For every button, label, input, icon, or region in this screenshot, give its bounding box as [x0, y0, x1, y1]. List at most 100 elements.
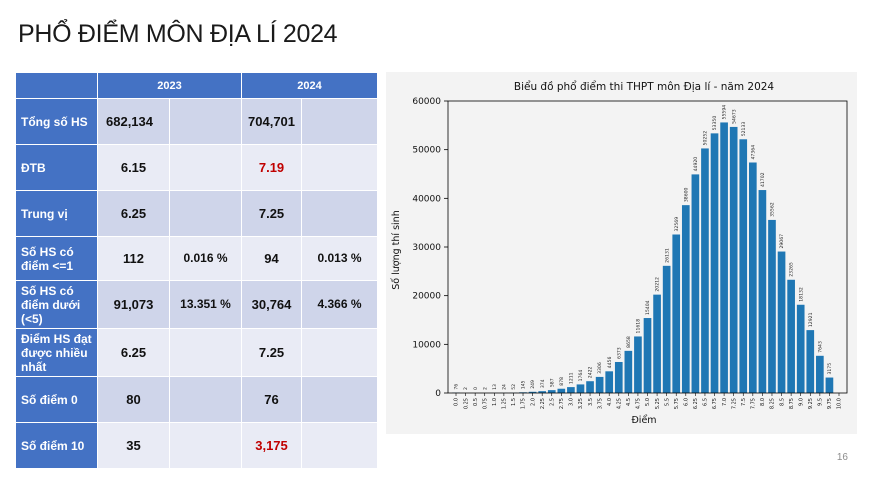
bar-value-label: 8658	[626, 336, 632, 348]
bar-value-label: 26131	[664, 248, 670, 263]
bar	[806, 330, 815, 393]
bar-value-label: 2	[463, 387, 469, 390]
x-tick-label: 2.5	[549, 398, 555, 406]
bar	[739, 139, 748, 393]
value-2024: 30,764	[241, 280, 303, 329]
x-tick-label: 9.0	[798, 398, 804, 406]
bar-value-label: 35562	[770, 202, 776, 217]
bar-value-label: 52	[511, 384, 517, 390]
bar	[634, 336, 642, 393]
row-label: ĐTB	[15, 144, 98, 191]
bar-value-label: 55594	[722, 105, 728, 120]
bar-value-label: 54673	[731, 109, 737, 124]
value-2023: 6.25	[97, 328, 170, 377]
stats-table: 2023 2024 Tổng số HS 682,134 704,701 ĐTB…	[15, 72, 379, 469]
x-axis-label: Điểm	[631, 415, 656, 426]
x-tick-label: 4.0	[607, 398, 613, 406]
y-tick-label: 50000	[412, 146, 441, 156]
bar	[614, 361, 623, 393]
percent-2024	[301, 144, 379, 191]
bar	[691, 174, 700, 393]
percent-2023	[168, 144, 243, 191]
x-tick-label: 6.0	[684, 398, 690, 406]
x-tick-label: 5.0	[645, 398, 651, 406]
table-row: ĐTB 6.15 7.19	[15, 144, 379, 191]
table-corner	[15, 72, 98, 99]
x-tick-label: 7.0	[722, 398, 728, 406]
bar-value-label: 1764	[578, 370, 584, 382]
x-tick-label: 9.5	[818, 398, 824, 406]
x-tick-label: 10.0	[837, 398, 843, 409]
value-2024: 7.19	[241, 144, 303, 191]
bar-value-label: 0	[473, 387, 479, 390]
x-tick-label: 3.0	[569, 398, 575, 406]
bar-value-label: 249	[530, 380, 536, 389]
bar-value-label: 6373	[616, 347, 622, 359]
score-distribution-chart: Biểu đồ phổ điểm thi THPT môn Địa lí - n…	[386, 72, 857, 434]
row-label: Tổng số HS	[15, 98, 98, 145]
x-tick-label: 0.75	[482, 398, 488, 409]
bar	[681, 205, 690, 393]
table-row: Trung vị 6.25 7.25	[15, 190, 379, 237]
slide-title: PHỔ ĐIỂM MÔN ĐỊA LÍ 2024	[18, 20, 338, 48]
y-tick-label: 20000	[412, 292, 441, 302]
bar	[586, 381, 594, 393]
value-2024: 76	[241, 376, 303, 423]
bar-value-label: 53350	[712, 116, 718, 131]
chart-title: Biểu đồ phổ điểm thi THPT môn Địa lí - n…	[514, 80, 775, 93]
bar	[567, 387, 575, 393]
x-tick-label: 2.0	[530, 398, 536, 406]
x-tick-label: 9.25	[808, 398, 814, 409]
bar-value-label: 47364	[750, 145, 756, 160]
bar	[576, 384, 585, 393]
bar-value-label: 587	[549, 378, 555, 387]
bar	[701, 148, 709, 393]
value-2024: 7.25	[241, 328, 303, 377]
bar-value-label: 11618	[636, 319, 642, 334]
bar-value-label: 2	[482, 387, 488, 390]
y-tick-label: 60000	[412, 97, 441, 107]
bar-value-label: 23265	[789, 262, 795, 277]
value-2023: 112	[97, 236, 170, 281]
bar-value-label: 3306	[597, 362, 603, 374]
page-number: 16	[836, 452, 848, 463]
column-header-2023: 2023	[96, 72, 243, 99]
bar	[595, 376, 604, 393]
bar	[662, 265, 671, 393]
x-tick-label: 4.5	[626, 398, 632, 406]
table-header-row: 2023 2024	[15, 72, 379, 99]
x-tick-label: 8.75	[789, 398, 795, 409]
x-tick-label: 5.25	[655, 398, 661, 409]
table-row: Số điểm 10 35 3,175	[15, 422, 379, 469]
x-tick-label: 6.5	[703, 398, 709, 406]
bar	[605, 371, 614, 393]
x-tick-label: 9.75	[827, 398, 833, 409]
percent-2023	[168, 376, 243, 423]
bar	[538, 391, 547, 393]
bar	[624, 350, 633, 393]
x-tick-label: 7.5	[741, 398, 747, 406]
bar	[787, 279, 795, 393]
bar-value-label: 3175	[827, 363, 833, 375]
bar	[672, 234, 681, 393]
bar-value-label: 12921	[808, 312, 814, 327]
bar	[796, 304, 805, 393]
bar	[557, 388, 566, 393]
table-row: Số điểm 0 80 76	[15, 376, 379, 423]
bar-value-label: 4456	[607, 357, 613, 369]
bar	[768, 219, 776, 393]
x-tick-label: 1.0	[492, 398, 498, 406]
x-tick-label: 4.75	[636, 398, 642, 409]
value-2024: 3,175	[241, 422, 303, 469]
y-axis-label: Số lượng thí sinh	[391, 210, 402, 289]
row-label: Số HS có điểm <=1	[15, 236, 98, 281]
x-tick-label: 2.75	[559, 398, 565, 409]
bar-value-labels: 76 2 0 2 13 24 52 145 249 374 587 878 1211 1764 2422 33…	[454, 105, 833, 390]
bar-value-label: 2422	[588, 366, 594, 378]
bar	[528, 391, 537, 393]
table-row: Số HS có điểm dưới (<5) 91,073 13.351 % …	[15, 280, 379, 329]
row-label: Điểm HS đạt được nhiều nhất	[15, 328, 98, 377]
table-row: Tổng số HS 682,134 704,701	[15, 98, 379, 145]
percent-2023: 0.016 %	[168, 236, 243, 281]
value-2024: 94	[241, 236, 303, 281]
